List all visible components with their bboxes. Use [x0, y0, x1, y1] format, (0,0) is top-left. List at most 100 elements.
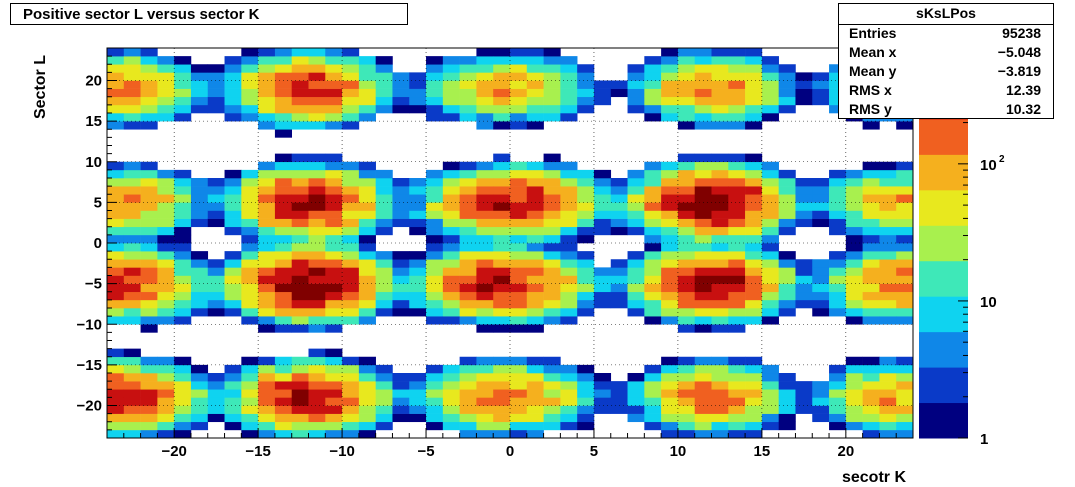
heatmap-cell [342, 121, 360, 130]
heatmap-cell [661, 56, 679, 65]
heatmap-cell [593, 202, 612, 211]
heatmap-cell [207, 259, 225, 268]
heatmap-cell [325, 291, 343, 301]
heatmap-cell [896, 275, 914, 284]
heatmap-cell [829, 413, 847, 423]
heatmap-cell [224, 64, 242, 73]
heatmap-cell [829, 218, 847, 228]
heatmap-cell [526, 48, 544, 57]
heatmap-cell [677, 80, 696, 89]
heatmap-cell [745, 72, 763, 81]
heatmap-cell [593, 96, 612, 106]
heatmap-cell [627, 194, 645, 203]
heatmap-cell [123, 405, 141, 414]
heatmap-cell [577, 72, 595, 81]
heatmap-cell [829, 373, 847, 382]
heatmap-cell [728, 429, 746, 439]
heatmap-cell [543, 88, 561, 98]
heatmap-cell [644, 381, 662, 390]
heatmap-cell [224, 364, 242, 374]
heatmap-cell [325, 96, 343, 106]
heatmap-cell [493, 283, 511, 293]
heatmap-cell [795, 259, 813, 268]
heatmap-cell [728, 259, 746, 268]
heatmap-cell [694, 324, 712, 333]
heatmap-cell [123, 113, 141, 122]
heatmap-cell [677, 356, 696, 366]
heatmap-cell [677, 308, 696, 317]
heatmap-cell [442, 226, 460, 236]
heatmap-cell [325, 121, 343, 130]
heatmap-cell [157, 397, 175, 406]
heatmap-cell [107, 421, 125, 431]
heatmap-cell [862, 429, 880, 439]
heatmap-cell [879, 218, 897, 228]
heatmap-cell [829, 88, 847, 98]
heatmap-cell [274, 104, 293, 114]
heatmap-cell [174, 364, 192, 374]
heatmap-cell [879, 316, 897, 325]
heatmap-cell [644, 169, 662, 179]
heatmap-cell [694, 161, 712, 171]
heatmap-cell [778, 308, 796, 317]
heatmap-cell [174, 299, 192, 309]
heatmap-cell [157, 210, 175, 219]
heatmap-cell [677, 381, 696, 390]
heatmap-cell [543, 373, 561, 382]
heatmap-cell [627, 218, 645, 228]
heatmap-cell [308, 348, 326, 358]
heatmap-cell [476, 161, 494, 171]
heatmap-cell [677, 210, 696, 219]
heatmap-cell [543, 169, 561, 179]
heatmap-cell [140, 291, 158, 301]
heatmap-cell [644, 243, 662, 252]
heatmap-cell [157, 299, 175, 309]
heatmap-cell [728, 72, 746, 81]
heatmap-cell [577, 381, 595, 390]
heatmap-cell [308, 234, 326, 244]
heatmap-cell [543, 104, 561, 114]
heatmap-cell [258, 299, 276, 309]
heatmap-cell [661, 88, 679, 98]
heatmap-cell [845, 356, 863, 366]
heatmap-cell [342, 64, 360, 73]
heatmap-cell [107, 72, 125, 81]
heatmap-cell [476, 194, 494, 203]
heatmap-cell [694, 364, 712, 374]
heatmap-cell [308, 72, 326, 81]
heatmap-cell [224, 275, 242, 284]
heatmap-cell [661, 405, 679, 414]
heatmap-cell [829, 308, 847, 317]
heatmap-cell [761, 251, 779, 260]
heatmap-cell [274, 397, 293, 406]
heatmap-cell [728, 194, 746, 203]
heatmap-cell [157, 308, 175, 317]
heatmap-cell [694, 80, 712, 89]
heatmap-cell [291, 397, 309, 406]
heatmap-cell [426, 169, 444, 179]
stat-value: 12.39 [1005, 82, 1041, 98]
heatmap-cell [426, 243, 444, 252]
heatmap-cell [677, 397, 696, 406]
heatmap-cell [123, 291, 141, 301]
heatmap-cell [190, 88, 209, 98]
heatmap-cell [610, 275, 628, 284]
heatmap-cell [174, 88, 192, 98]
heatmap-cell [459, 194, 477, 203]
heatmap-cell [593, 80, 612, 89]
heatmap-cell [493, 413, 511, 423]
heatmap-cell [493, 364, 511, 374]
heatmap-cell [123, 226, 141, 236]
heatmap-cell [728, 64, 746, 73]
heatmap-cell [862, 389, 880, 398]
heatmap-cell [174, 56, 192, 65]
heatmap-cell [426, 364, 444, 374]
heatmap-cell [812, 381, 830, 390]
heatmap-cell [476, 389, 494, 398]
heatmap-cell [778, 178, 796, 187]
x-tick-label: 10 [670, 443, 687, 460]
heatmap-cell [644, 316, 662, 325]
heatmap-cell [123, 348, 141, 358]
heatmap-cell [577, 259, 595, 268]
